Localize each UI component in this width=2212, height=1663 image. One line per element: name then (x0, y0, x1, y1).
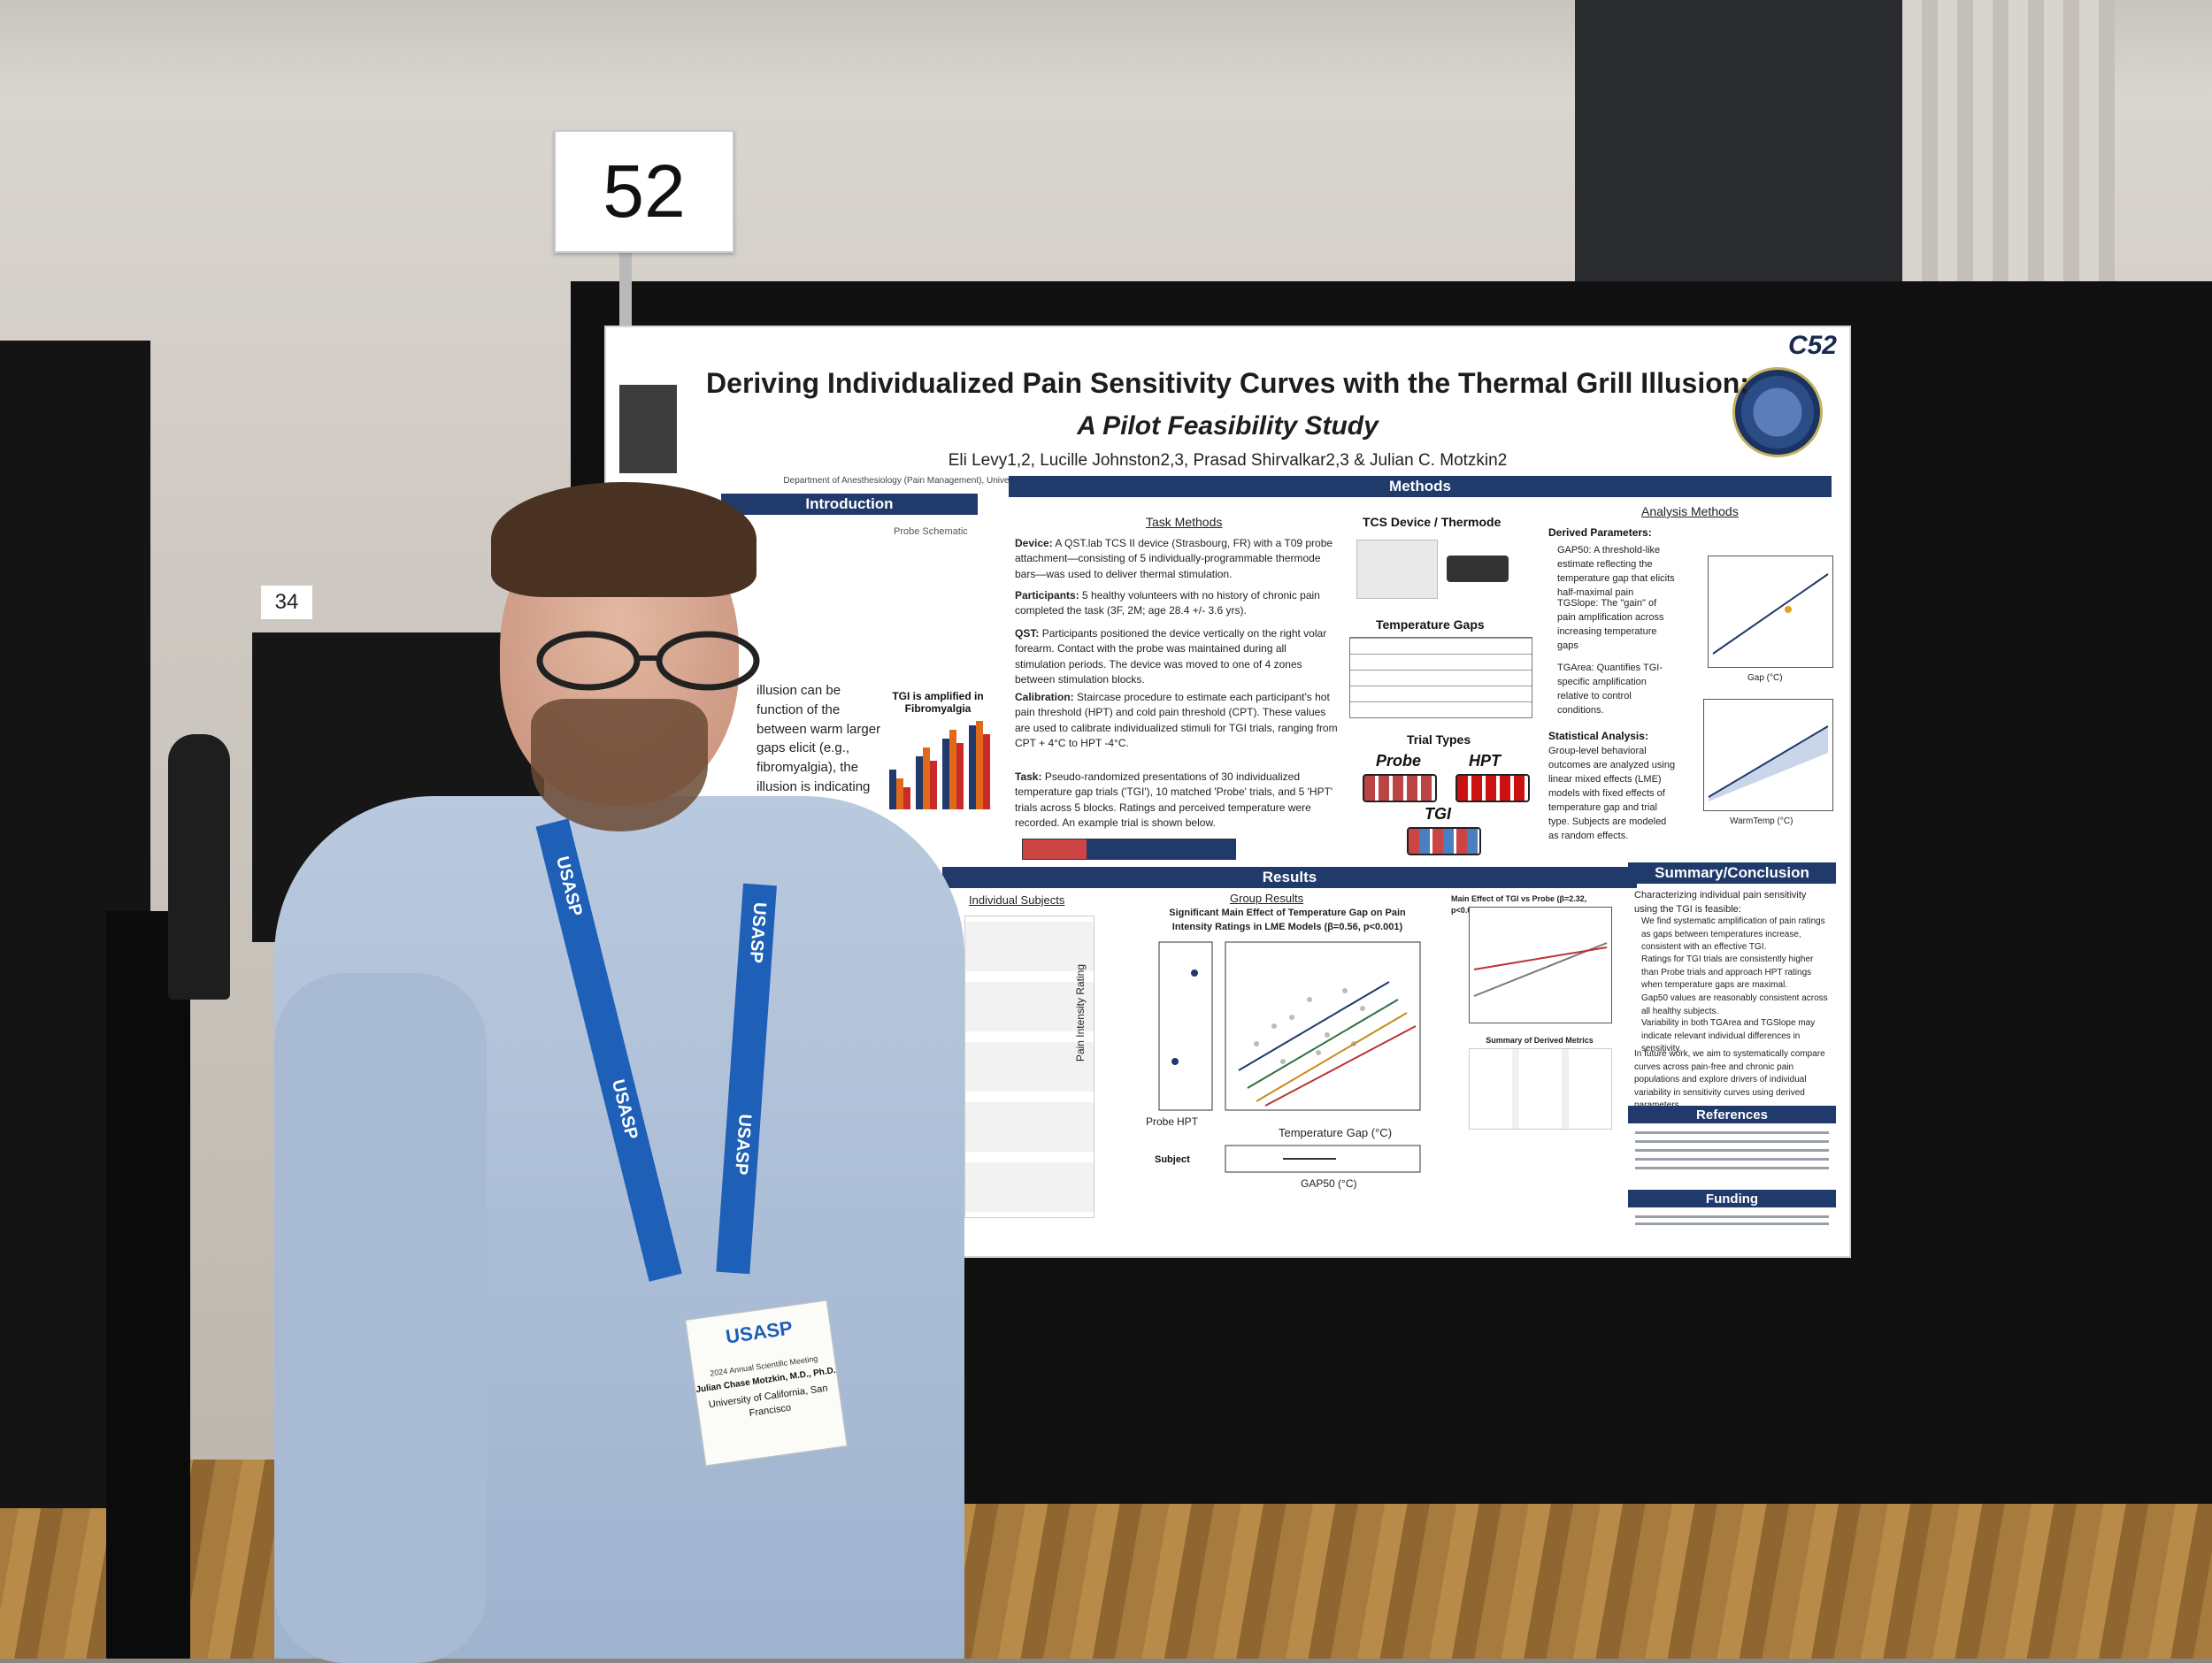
summary-bullet-1: We find systematic amplification of pain… (1641, 916, 1825, 952)
background-person (168, 734, 230, 1000)
subject-legend-title: Subject (1155, 1154, 1190, 1165)
x-tick-probe: Probe (1146, 1115, 1175, 1128)
task-label: Task: (1015, 770, 1042, 783)
x-tick-hpt: HPT (1177, 1115, 1198, 1128)
tcs-device-heading: TCS Device / Thermode (1363, 515, 1502, 529)
task-text: Pseudo-randomized presentations of 30 in… (1015, 770, 1333, 830)
tcs-device-photo (1356, 540, 1438, 599)
poster-subtitle: A Pilot Feasibility Study (1077, 411, 1379, 441)
x-axis-label: Temperature Gap (°C) (1279, 1126, 1393, 1139)
poster-authors: Eli Levy1,2, Lucille Johnston2,3, Prasad… (948, 451, 1508, 470)
poster-code: C52 (1787, 331, 1837, 360)
calibration-paragraph: Calibration: Staircase procedure to esti… (1015, 690, 1338, 752)
gap-rating-schematic (1708, 556, 1833, 668)
tgarea-description: TGArea: Quantifies TGI-specific amplific… (1557, 663, 1663, 716)
panel-d-title: Main Effect of TGI vs Probe (β=2.32, p<0… (1451, 894, 1587, 916)
board-number-sign: 52 (554, 130, 734, 253)
small-board-number-sign: 34 (261, 586, 312, 619)
gap50-axis-label: GAP50 (°C) (1301, 1177, 1357, 1190)
device-label: Device: (1015, 537, 1053, 549)
panel-d-chart (1469, 907, 1612, 1023)
qst-text: Participants positioned the device verti… (1015, 627, 1327, 686)
group-results-scatter (1158, 941, 1421, 1173)
participants-paragraph: Participants: 5 healthy volunteers with … (1015, 588, 1338, 619)
participants-label: Participants: (1015, 589, 1079, 602)
badge-org: USASP (724, 1316, 795, 1348)
gap-axis-label: Gap (°C) (1747, 673, 1783, 683)
device-paragraph: Device: A QST.lab TCS II device (Strasbo… (1015, 536, 1338, 582)
trial-probe-icon (1363, 774, 1437, 802)
thermode-photo (1447, 556, 1509, 582)
individual-subject-plots (964, 916, 1094, 1218)
example-trial-diagram (1022, 839, 1236, 860)
statistical-analysis-heading: Statistical Analysis: (1548, 730, 1648, 742)
gap50-description: GAP50: A threshold-like estimate reflect… (1557, 545, 1675, 598)
poster-title: Deriving Individualized Pain Sensitivity… (706, 367, 1749, 399)
trial-hpt-icon (1455, 774, 1530, 802)
summary-bullet-4: Variability in both TGArea and TGSlope m… (1641, 1018, 1816, 1054)
derived-parameters-heading: Derived Parameters: (1548, 526, 1652, 539)
person-left-arm (274, 973, 487, 1663)
participants-text: 5 healthy volunteers with no history of … (1015, 589, 1320, 617)
qst-paragraph: QST: Participants positioned the device … (1015, 626, 1338, 688)
fibromyalgia-bar-chart (889, 721, 990, 809)
trial-probe-label: Probe (1376, 752, 1422, 770)
task-paragraph: Task: Pseudo-randomized presentations of… (1015, 770, 1338, 832)
trial-tgi-label: TGI (1425, 805, 1451, 823)
introduction-header: Introduction (721, 494, 978, 515)
statistical-analysis-text: Group-level behavioral outcomes are anal… (1548, 746, 1676, 841)
university-seal (1732, 367, 1823, 457)
trial-tgi-icon (1407, 827, 1481, 855)
poster-logo (619, 385, 677, 473)
calibration-label: Calibration: (1015, 691, 1074, 703)
group-results-chart-title: Significant Main Effect of Temperature G… (1169, 908, 1406, 932)
curtain (1902, 0, 2115, 292)
calibration-text: Staircase procedure to estimate each par… (1015, 691, 1338, 750)
fibromyalgia-chart-title: TGI is amplified in Fibromyalgia (892, 690, 984, 715)
sign-clip (619, 248, 632, 332)
person-glasses (536, 631, 760, 691)
references-list (1628, 1128, 1836, 1181)
person-hair (491, 482, 757, 597)
left-board-post (106, 911, 190, 1659)
name-badge: USASP 2024 Annual Scientific Meeting Jul… (685, 1299, 848, 1467)
panel-e-title: Summary of Derived Metrics (1486, 1036, 1594, 1045)
summary-bullet-3: Gap50 values are reasonably consistent a… (1641, 993, 1828, 1016)
lanyard-text-4: USASP (731, 1113, 755, 1176)
funding-header: Funding (1628, 1190, 1836, 1207)
summary-header: Summary/Conclusion (1628, 862, 1836, 884)
temperature-gaps-table (1349, 637, 1532, 718)
y-axis-label: Pain Intensity Rating (1074, 964, 1087, 1062)
trial-hpt-label: HPT (1469, 752, 1501, 770)
qst-label: QST: (1015, 627, 1040, 640)
individual-subjects-heading: Individual Subjects (969, 893, 1065, 907)
funding-text (1628, 1212, 1836, 1230)
group-results-heading: Group Results (1230, 892, 1304, 905)
probe-schematic-label: Probe Schematic (894, 526, 968, 537)
analysis-methods-heading: Analysis Methods (1641, 504, 1739, 518)
device-text: A QST.lab TCS II device (Strasbourg, FR)… (1015, 537, 1333, 580)
lanyard-text-3: USASP (745, 901, 770, 964)
panel-e-chart (1469, 1048, 1612, 1130)
tgslope-description: TGSlope: The "gain" of pain amplificatio… (1557, 598, 1664, 651)
summary-bullet-2: Ratings for TGI trials are consistently … (1641, 954, 1814, 990)
summary-future: In future work, we aim to systematically… (1634, 1049, 1825, 1110)
results-header: Results (942, 867, 1637, 888)
summary-intro: Characterizing individual pain sensitivi… (1634, 890, 1807, 915)
warmtemp-rating-schematic (1703, 699, 1833, 811)
references-header: References (1628, 1106, 1836, 1123)
task-methods-heading: Task Methods (1146, 515, 1223, 529)
trial-types-heading: Trial Types (1407, 732, 1471, 747)
warmtemp-axis-label: WarmTemp (°C) (1730, 816, 1793, 826)
methods-header: Methods (1009, 476, 1832, 497)
person-beard (531, 699, 708, 832)
temperature-gaps-heading: Temperature Gaps (1376, 617, 1485, 632)
